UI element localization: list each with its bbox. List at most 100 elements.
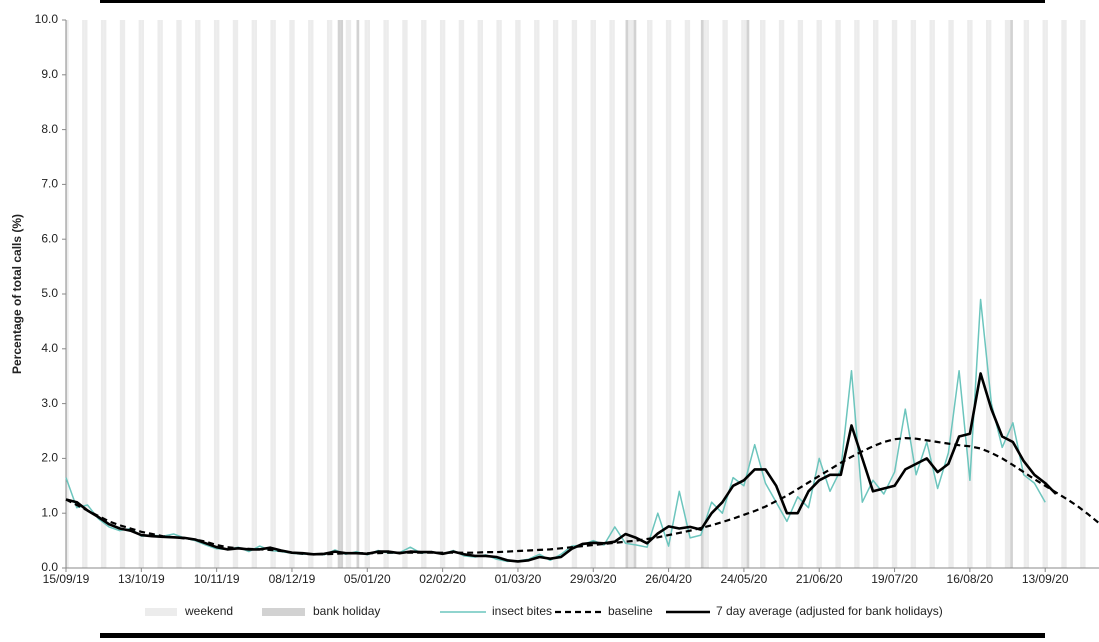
band bbox=[270, 20, 274, 568]
band bbox=[291, 20, 295, 568]
band bbox=[499, 20, 502, 568]
band bbox=[254, 20, 257, 568]
band bbox=[913, 20, 917, 568]
y-tick-label: 4.0 bbox=[41, 341, 58, 355]
legend-swatch bbox=[262, 608, 305, 616]
band bbox=[458, 20, 462, 568]
band bbox=[1082, 20, 1086, 568]
band bbox=[967, 20, 970, 568]
band bbox=[762, 20, 766, 568]
x-tick-label: 24/05/20 bbox=[721, 572, 768, 586]
band bbox=[364, 20, 368, 568]
band bbox=[122, 20, 126, 568]
band bbox=[402, 20, 405, 568]
band bbox=[356, 20, 360, 568]
band bbox=[1004, 20, 1008, 568]
y-tick-label: 1.0 bbox=[41, 505, 58, 519]
band bbox=[340, 20, 344, 568]
x-tick-label: 29/03/20 bbox=[570, 572, 617, 586]
band bbox=[1023, 20, 1027, 568]
band bbox=[986, 20, 989, 568]
y-tick-label: 8.0 bbox=[41, 122, 58, 136]
legend-label: weekend bbox=[184, 604, 233, 618]
band bbox=[875, 20, 879, 568]
band bbox=[630, 20, 634, 568]
band bbox=[439, 20, 443, 568]
x-tick-label: 15/09/19 bbox=[43, 572, 90, 586]
band bbox=[932, 20, 935, 568]
y-tick-label: 2.0 bbox=[41, 451, 58, 465]
band bbox=[574, 20, 578, 568]
y-tick-label: 10.0 bbox=[35, 12, 59, 26]
x-tick-label: 21/06/20 bbox=[796, 572, 843, 586]
band bbox=[725, 20, 728, 568]
band bbox=[100, 20, 104, 568]
band bbox=[515, 20, 518, 568]
band bbox=[251, 20, 255, 568]
band bbox=[706, 20, 709, 568]
band bbox=[517, 20, 521, 568]
band bbox=[910, 20, 914, 568]
band bbox=[141, 20, 145, 568]
band bbox=[687, 20, 691, 568]
band bbox=[480, 20, 483, 568]
band bbox=[477, 20, 481, 568]
band bbox=[421, 20, 424, 568]
band bbox=[609, 20, 613, 568]
legend-label: 7 day average (adjusted for bank holiday… bbox=[716, 604, 943, 618]
band bbox=[289, 20, 292, 568]
band bbox=[649, 20, 653, 568]
band bbox=[367, 20, 370, 568]
band bbox=[856, 20, 860, 568]
band bbox=[1061, 20, 1065, 568]
band bbox=[746, 20, 750, 568]
band bbox=[348, 20, 352, 568]
band bbox=[1045, 20, 1048, 568]
legend: weekend bank holiday insect bites baseline 7… bbox=[145, 604, 943, 618]
band bbox=[929, 20, 933, 568]
y-tick-label: 9.0 bbox=[41, 67, 58, 81]
band bbox=[442, 20, 446, 568]
band bbox=[647, 20, 650, 568]
header-bar bbox=[100, 0, 1045, 3]
series-line bbox=[65, 437, 1099, 556]
band bbox=[213, 20, 217, 568]
band bbox=[988, 20, 992, 568]
band bbox=[743, 20, 747, 568]
band bbox=[722, 20, 726, 568]
y-tick-label: 7.0 bbox=[41, 177, 58, 191]
band bbox=[797, 20, 801, 568]
x-tick-label: 13/09/20 bbox=[1022, 572, 1069, 586]
band bbox=[894, 20, 898, 568]
band bbox=[329, 20, 333, 568]
band bbox=[625, 20, 629, 568]
band bbox=[800, 20, 804, 568]
band bbox=[612, 20, 615, 568]
band bbox=[552, 20, 556, 568]
x-tick-label: 01/03/20 bbox=[495, 572, 542, 586]
band bbox=[160, 20, 163, 568]
band bbox=[593, 20, 596, 568]
band bbox=[1064, 20, 1067, 568]
band bbox=[195, 20, 198, 568]
legend-label: baseline bbox=[608, 604, 653, 618]
x-tick-label: 02/02/20 bbox=[419, 572, 466, 586]
series-line bbox=[65, 372, 1057, 563]
band bbox=[1026, 20, 1030, 568]
band bbox=[1080, 20, 1083, 568]
footer-bar bbox=[100, 633, 1045, 638]
band bbox=[308, 20, 311, 568]
y-tick-label: 6.0 bbox=[41, 231, 58, 245]
band bbox=[423, 20, 427, 568]
x-tick-label: 05/01/20 bbox=[344, 572, 391, 586]
band bbox=[273, 20, 276, 568]
y-tick-label: 0.0 bbox=[41, 560, 58, 574]
band bbox=[835, 20, 839, 568]
x-tick-label: 26/04/20 bbox=[645, 572, 692, 586]
band bbox=[326, 20, 330, 568]
band bbox=[178, 20, 182, 568]
y-tick-label: 3.0 bbox=[41, 396, 58, 410]
band bbox=[948, 20, 952, 568]
band bbox=[1007, 20, 1011, 568]
